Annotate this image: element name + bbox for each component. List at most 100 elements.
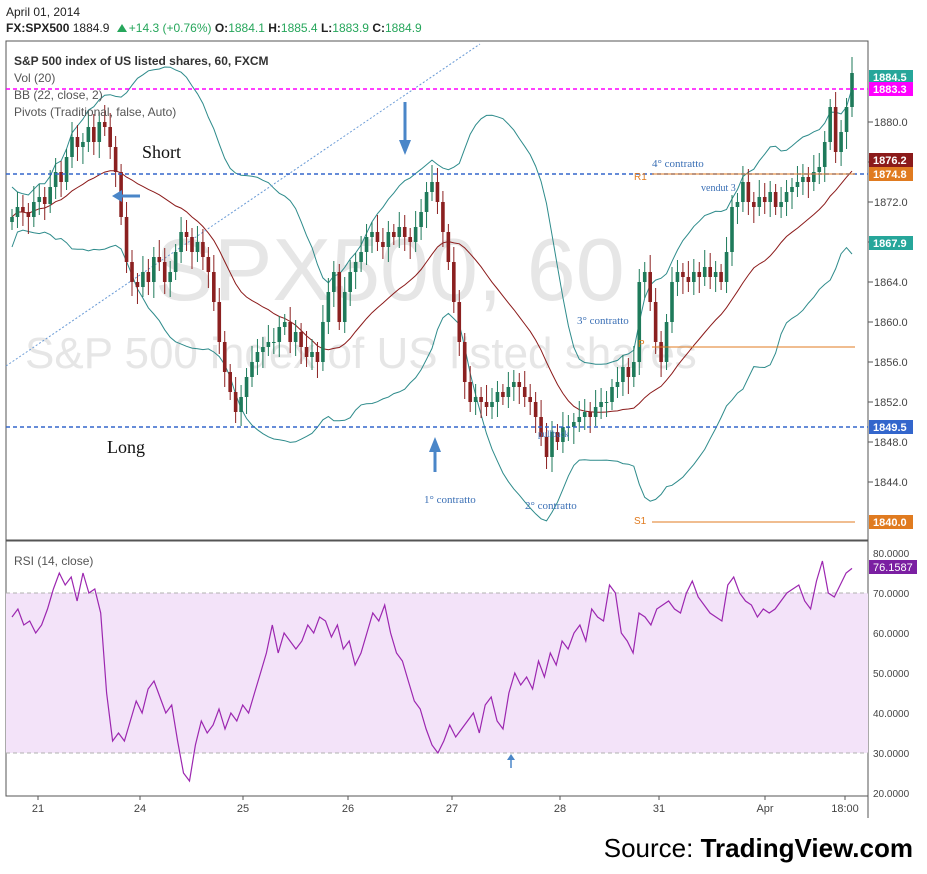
time-tick-label: 24 (134, 803, 146, 815)
rsi-tick-label: 20.0000 (873, 789, 910, 800)
candle-body (752, 202, 756, 207)
candle-body (206, 257, 211, 272)
candle-body (697, 272, 702, 277)
candle-body (304, 347, 309, 357)
candle-body (746, 182, 751, 202)
candle-body (228, 372, 232, 392)
price-panel[interactable] (5, 40, 869, 541)
time-tick-label: Apr (756, 803, 773, 815)
candle-body (130, 262, 134, 282)
candle-body (157, 257, 162, 262)
rsi-tick-label: 60.0000 (873, 629, 910, 640)
legend-rsi[interactable]: RSI (14, close) (14, 554, 93, 568)
candle-body (250, 362, 254, 377)
candle-body (124, 217, 129, 262)
candle-body (424, 192, 429, 212)
legend-pivots[interactable]: Pivots (Traditional, false, Auto) (14, 105, 176, 119)
watermark-description: S&P 500 index of US listed shares (25, 329, 697, 378)
price-tick-label: 1856.0 (874, 357, 908, 369)
candle-body (446, 232, 451, 262)
candle-body (212, 272, 216, 302)
candle-body (97, 122, 102, 142)
candle-body (850, 73, 854, 107)
candle-body (512, 382, 516, 387)
candle-body (790, 187, 794, 192)
candle-body (637, 282, 642, 362)
candle-body (299, 332, 303, 347)
legend-volume[interactable]: Vol (20) (14, 71, 55, 85)
candle-body (255, 352, 260, 362)
bb-lower-line (11, 229, 853, 522)
candle-body (801, 177, 805, 182)
candle-body (828, 107, 832, 142)
candle-body (621, 367, 625, 382)
annotation-long: Long (107, 437, 145, 457)
candle-body (806, 177, 811, 182)
time-tick-label: 25 (237, 803, 249, 815)
candle-body (261, 347, 265, 352)
rsi-tick-label: 30.0000 (873, 749, 910, 760)
candle-body (81, 142, 85, 147)
price-label: 1876.2 (873, 155, 907, 167)
legend: S&P 500 index of US listed shares, 60, F… (14, 54, 269, 568)
candle-body (392, 232, 396, 237)
candle-body (599, 402, 603, 407)
rsi-tick-label: 70.0000 (873, 589, 910, 600)
up-arrow-icon (116, 24, 127, 32)
candle-body (310, 352, 314, 357)
up-arrow-icon (429, 437, 441, 472)
candle-body (501, 392, 505, 397)
candle-body (795, 182, 800, 187)
pivot-p-label: P (638, 339, 645, 350)
candle-body (457, 302, 462, 342)
header-low: 1883.9 (332, 21, 369, 35)
candle-body (42, 197, 47, 204)
candle-body (653, 302, 658, 342)
rsi-band (6, 593, 868, 753)
candle-body (408, 237, 412, 242)
candle-body (32, 202, 36, 217)
candle-body (288, 322, 292, 342)
candle-body (779, 202, 783, 207)
candle-body (817, 167, 822, 172)
source-credit: Source: TradingView.com (604, 833, 913, 864)
candle-body (681, 272, 685, 277)
header-symbol[interactable]: FX:SPX500 (6, 21, 70, 35)
time-tick-label: 21 (32, 803, 44, 815)
candle-body (397, 227, 402, 237)
candle-body (282, 322, 287, 327)
bb-upper-line (11, 66, 853, 365)
legend-bollinger[interactable]: BB (22, close, 2) (14, 88, 103, 102)
pivot-r1-label: R1 (634, 172, 647, 183)
candle-body (468, 382, 472, 402)
candle-body (184, 232, 189, 237)
candle-body (686, 277, 691, 282)
candle-body (375, 232, 380, 242)
source-brand[interactable]: TradingView.com (700, 833, 913, 863)
candle-body (555, 432, 560, 442)
candle-body (724, 252, 729, 282)
candle-body (108, 127, 112, 147)
candle-body (479, 397, 483, 402)
time-tick-label: 28 (554, 803, 566, 815)
candle-body (664, 322, 669, 362)
candle-body (37, 197, 42, 202)
candle-body (517, 382, 522, 387)
candle-body (441, 202, 445, 232)
candle-body (768, 192, 772, 202)
candle-body (692, 272, 696, 282)
rsi-tick-label: 50.0000 (873, 669, 910, 680)
pivot-s1-label: S1 (634, 516, 647, 527)
candle-body (784, 192, 789, 202)
time-tick-label: 31 (653, 803, 665, 815)
candle-body (222, 342, 227, 372)
candle-body (588, 412, 592, 417)
candle-body (642, 272, 647, 282)
rsi-last-label: 76.1587 (869, 560, 917, 574)
candle-body (419, 212, 423, 227)
annotation-pullback: pullback (538, 429, 569, 439)
annotation-short: Short (142, 142, 181, 162)
header-high: 1885.4 (280, 21, 318, 35)
